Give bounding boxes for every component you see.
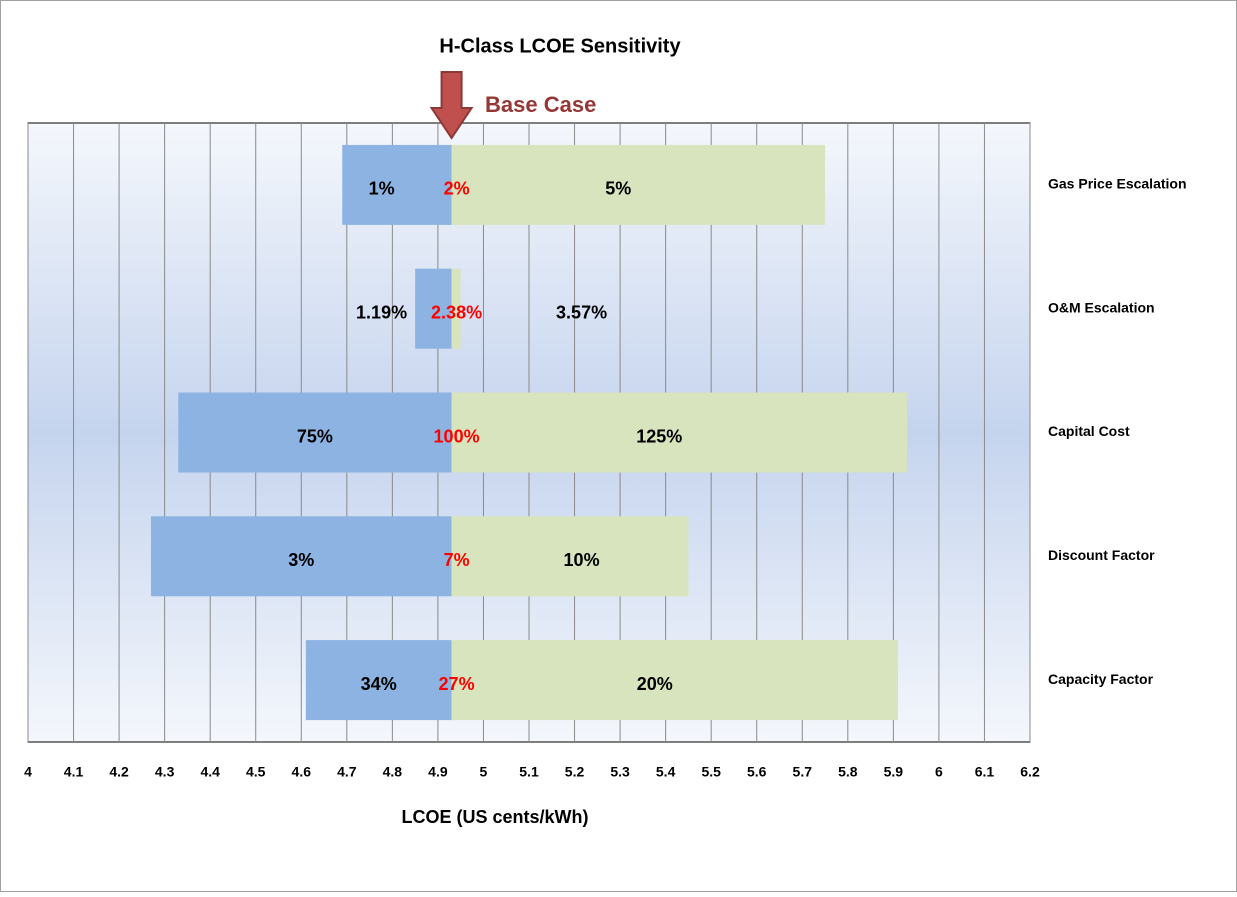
x-tick-label: 5.4 <box>656 764 676 780</box>
low-bar <box>305 640 452 721</box>
low-label: 3% <box>288 550 314 570</box>
x-tick-label: 5.1 <box>519 764 539 780</box>
high-label: 3.57% <box>556 302 607 322</box>
x-tick-label: 6 <box>935 764 943 780</box>
x-tick-label: 5 <box>480 764 488 780</box>
high-bar <box>451 392 908 473</box>
x-tick-label: 4.7 <box>337 764 357 780</box>
x-tick-label: 4.2 <box>109 764 129 780</box>
base-label: 27% <box>439 674 475 694</box>
category-label: Capital Cost <box>1048 423 1130 439</box>
x-tick-label: 5.7 <box>793 764 813 780</box>
category-label: Capacity Factor <box>1048 671 1154 687</box>
x-tick-label: 5.8 <box>838 764 858 780</box>
x-tick-label: 4.6 <box>292 764 312 780</box>
x-tick-label: 4.5 <box>246 764 266 780</box>
base-label: 2.38% <box>431 302 482 322</box>
high-label: 20% <box>637 674 673 694</box>
x-tick-label: 5.3 <box>610 764 630 780</box>
low-label: 34% <box>361 674 397 694</box>
high-label: 10% <box>564 550 600 570</box>
high-bar <box>451 640 898 721</box>
low-label: 1.19% <box>356 302 407 322</box>
base-label: 2% <box>444 179 470 199</box>
x-tick-label: 5.2 <box>565 764 585 780</box>
low-bar <box>178 392 452 473</box>
high-label: 5% <box>605 179 631 199</box>
low-bar <box>150 516 452 597</box>
low-bar <box>342 144 452 225</box>
base-arrow <box>429 71 474 140</box>
high-bar <box>451 144 826 225</box>
x-tick-label: 4.1 <box>64 764 84 780</box>
x-tick-label: 5.9 <box>884 764 904 780</box>
high-label: 125% <box>636 426 682 446</box>
chart-title: H-Class LCOE Sensitivity <box>439 35 681 57</box>
x-tick-label: 5.6 <box>747 764 767 780</box>
x-tick-label: 4.4 <box>200 764 220 780</box>
base-label: 7% <box>444 550 470 570</box>
low-label: 1% <box>369 179 395 199</box>
category-label: Discount Factor <box>1048 547 1155 563</box>
high-bar <box>451 516 689 597</box>
x-axis-label: LCOE (US cents/kWh) <box>401 807 588 827</box>
low-label: 75% <box>297 426 333 446</box>
x-tick-label: 4.9 <box>428 764 448 780</box>
category-label: Gas Price Escalation <box>1048 176 1187 192</box>
x-tick-label: 4.3 <box>155 764 175 780</box>
base-label: 100% <box>434 426 480 446</box>
high-bar <box>451 268 461 349</box>
x-tick-label: 4.8 <box>383 764 403 780</box>
x-tick-label: 4 <box>24 764 32 780</box>
x-tick-label: 5.5 <box>701 764 721 780</box>
x-tick-label: 6.2 <box>1020 764 1040 780</box>
category-label: O&M Escalation <box>1048 299 1155 315</box>
low-bar <box>415 268 452 349</box>
x-tick-label: 6.1 <box>975 764 995 780</box>
annotation: Base Case <box>485 92 596 117</box>
